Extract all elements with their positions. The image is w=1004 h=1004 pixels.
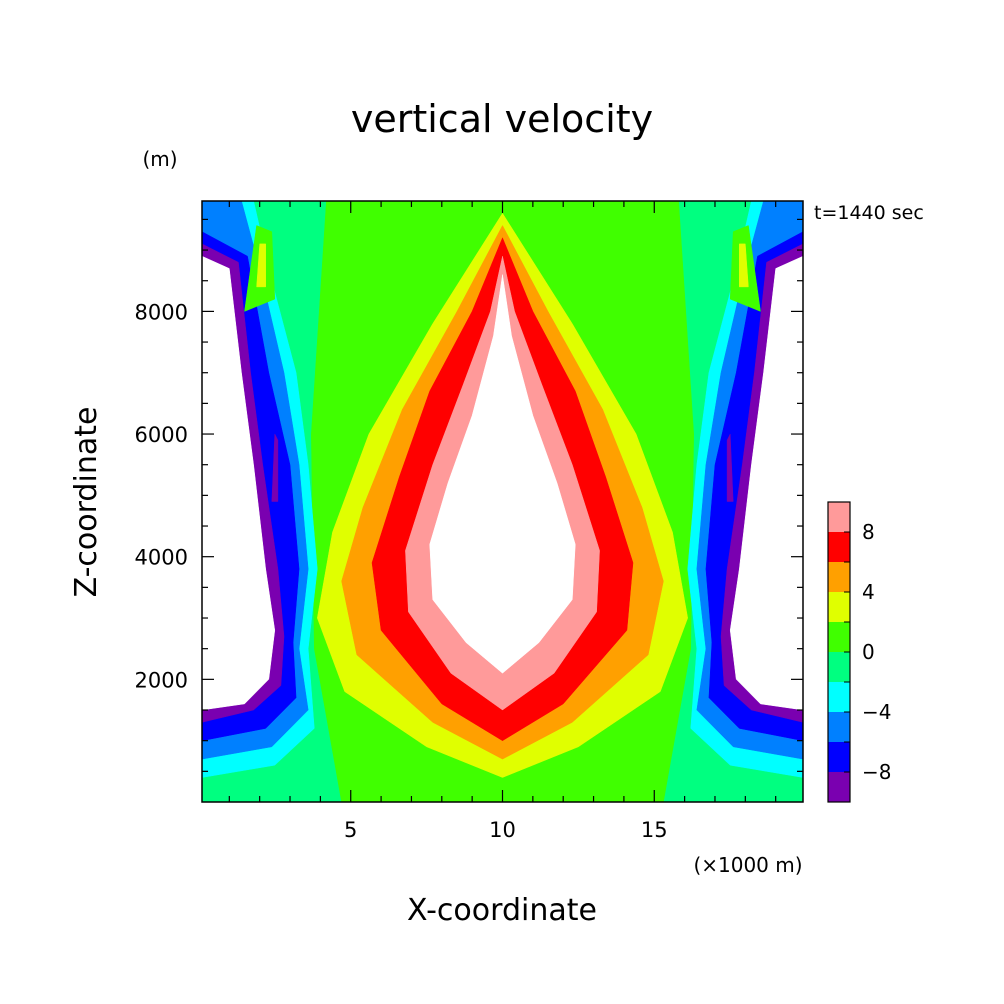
colorbar: 8 4 0 −4 −8 [827, 501, 891, 803]
contour-region-22 [726, 433, 734, 502]
tick-labels: 5 10 15 2000 4000 6000 8000 [135, 300, 668, 842]
time-label: t=1440 sec [814, 202, 924, 224]
colorbar-swatch [828, 502, 850, 532]
contour-regions [202, 201, 803, 802]
y-axis-label: Z-coordinate [69, 407, 104, 598]
contour-region-18 [256, 243, 266, 288]
colorbar-label: 8 [862, 520, 875, 544]
axis-ticks [202, 201, 803, 802]
colorbar-swatch [828, 532, 850, 562]
contour-region-6 [429, 274, 576, 674]
colorbar-swatch [828, 682, 850, 712]
colorbar-swatch [828, 562, 850, 592]
y-tick-label: 2000 [135, 668, 188, 692]
y-tick-label: 4000 [135, 546, 188, 570]
contour-region-21 [271, 433, 279, 502]
colorbar-label: 4 [862, 580, 875, 604]
y-tick-label: 6000 [135, 423, 188, 447]
contour-region-20 [739, 243, 749, 288]
colorbar-label: −4 [862, 700, 891, 724]
colorbar-swatch [828, 742, 850, 772]
x-tick-label: 10 [489, 818, 516, 842]
contour-region-16 [729, 255, 803, 711]
x-unit-label: (×1000 m) [693, 853, 802, 877]
y-unit-label: (m) [142, 147, 177, 171]
colorbar-label: −8 [862, 760, 891, 784]
chart-title: vertical velocity [351, 97, 653, 141]
x-axis-label: X-coordinate [407, 893, 597, 928]
y-tick-label: 8000 [135, 300, 188, 324]
x-tick-label: 15 [641, 818, 668, 842]
x-tick-label: 5 [344, 818, 357, 842]
colorbar-swatch [828, 652, 850, 682]
colorbar-swatch [828, 772, 850, 802]
colorbar-swatch [828, 712, 850, 742]
contour-region-11 [202, 255, 276, 711]
colorbar-swatch [828, 622, 850, 652]
colorbar-swatch [828, 592, 850, 622]
colorbar-label: 0 [862, 640, 875, 664]
